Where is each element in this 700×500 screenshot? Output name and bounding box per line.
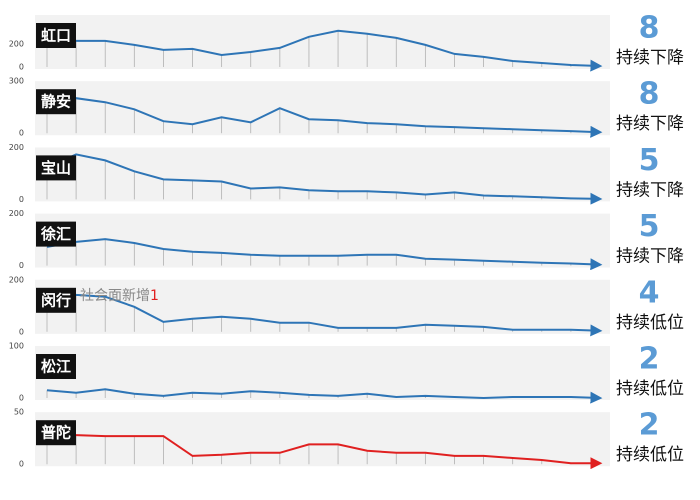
- trend-label: 持续下降: [616, 247, 684, 267]
- count-number: 8: [639, 11, 660, 46]
- count-number: 4: [639, 275, 660, 310]
- y-tick-label: 50: [14, 408, 24, 417]
- count-number: 2: [639, 408, 660, 443]
- data-line: [46, 293, 603, 337]
- trend-label: 持续低位: [616, 379, 684, 399]
- title-box: [36, 354, 76, 379]
- trend-label: 持续低位: [616, 445, 684, 465]
- panel-title: 虹口: [41, 27, 71, 45]
- title-box: [36, 155, 76, 181]
- y-tick-label: 200: [9, 39, 24, 48]
- y-tick-label: 0: [19, 63, 24, 72]
- panel-title: 宝山: [41, 159, 71, 177]
- count-number: 2: [639, 342, 660, 377]
- y-tick-label: 300: [9, 77, 24, 86]
- panel-title: 闵行: [41, 291, 71, 309]
- panel-title: 松江: [41, 358, 71, 376]
- y-tick-label: 0: [19, 129, 24, 138]
- panel-title: 静安: [41, 93, 71, 111]
- annotation: 社会面新增1: [80, 288, 159, 304]
- trend-label: 持续下降: [616, 114, 684, 134]
- y-tick-label: 0: [19, 327, 24, 336]
- y-tick-label: 100: [9, 342, 24, 351]
- panel-title: 徐汇: [40, 225, 71, 243]
- y-tick-label: 0: [19, 460, 24, 469]
- panel-title: 普陀: [41, 424, 71, 442]
- data-line: [46, 153, 603, 205]
- title-box: [36, 287, 76, 313]
- title-box: [36, 23, 76, 48]
- y-tick-label: 200: [9, 143, 24, 152]
- trend-label: 持续下降: [616, 48, 684, 68]
- panel-background: [35, 213, 610, 268]
- title-box: [36, 221, 76, 247]
- title-box: [36, 89, 76, 115]
- count-number: 5: [639, 143, 660, 178]
- count-number: 5: [639, 209, 660, 244]
- trend-label: 持续下降: [616, 180, 684, 200]
- y-tick-label: 200: [9, 275, 24, 284]
- panel-background: [35, 346, 610, 400]
- data-line: [46, 97, 603, 138]
- data-line: [47, 29, 603, 72]
- title-box: [36, 420, 76, 446]
- data-line: [47, 434, 603, 470]
- trend-label: 持续低位: [616, 313, 684, 333]
- y-tick-label: 0: [19, 394, 24, 403]
- panel-background: [35, 15, 610, 69]
- data-line: [46, 388, 603, 404]
- data-line: [46, 238, 603, 271]
- y-tick-label: 200: [9, 209, 24, 218]
- count-number: 8: [639, 77, 660, 112]
- annotation-part: 社会面新增: [80, 288, 150, 304]
- y-tick-label: 0: [19, 261, 24, 270]
- y-tick-label: 0: [19, 195, 24, 204]
- panel-background: [35, 147, 610, 202]
- panel-background: [35, 81, 610, 136]
- annotation-part: 1: [150, 288, 159, 304]
